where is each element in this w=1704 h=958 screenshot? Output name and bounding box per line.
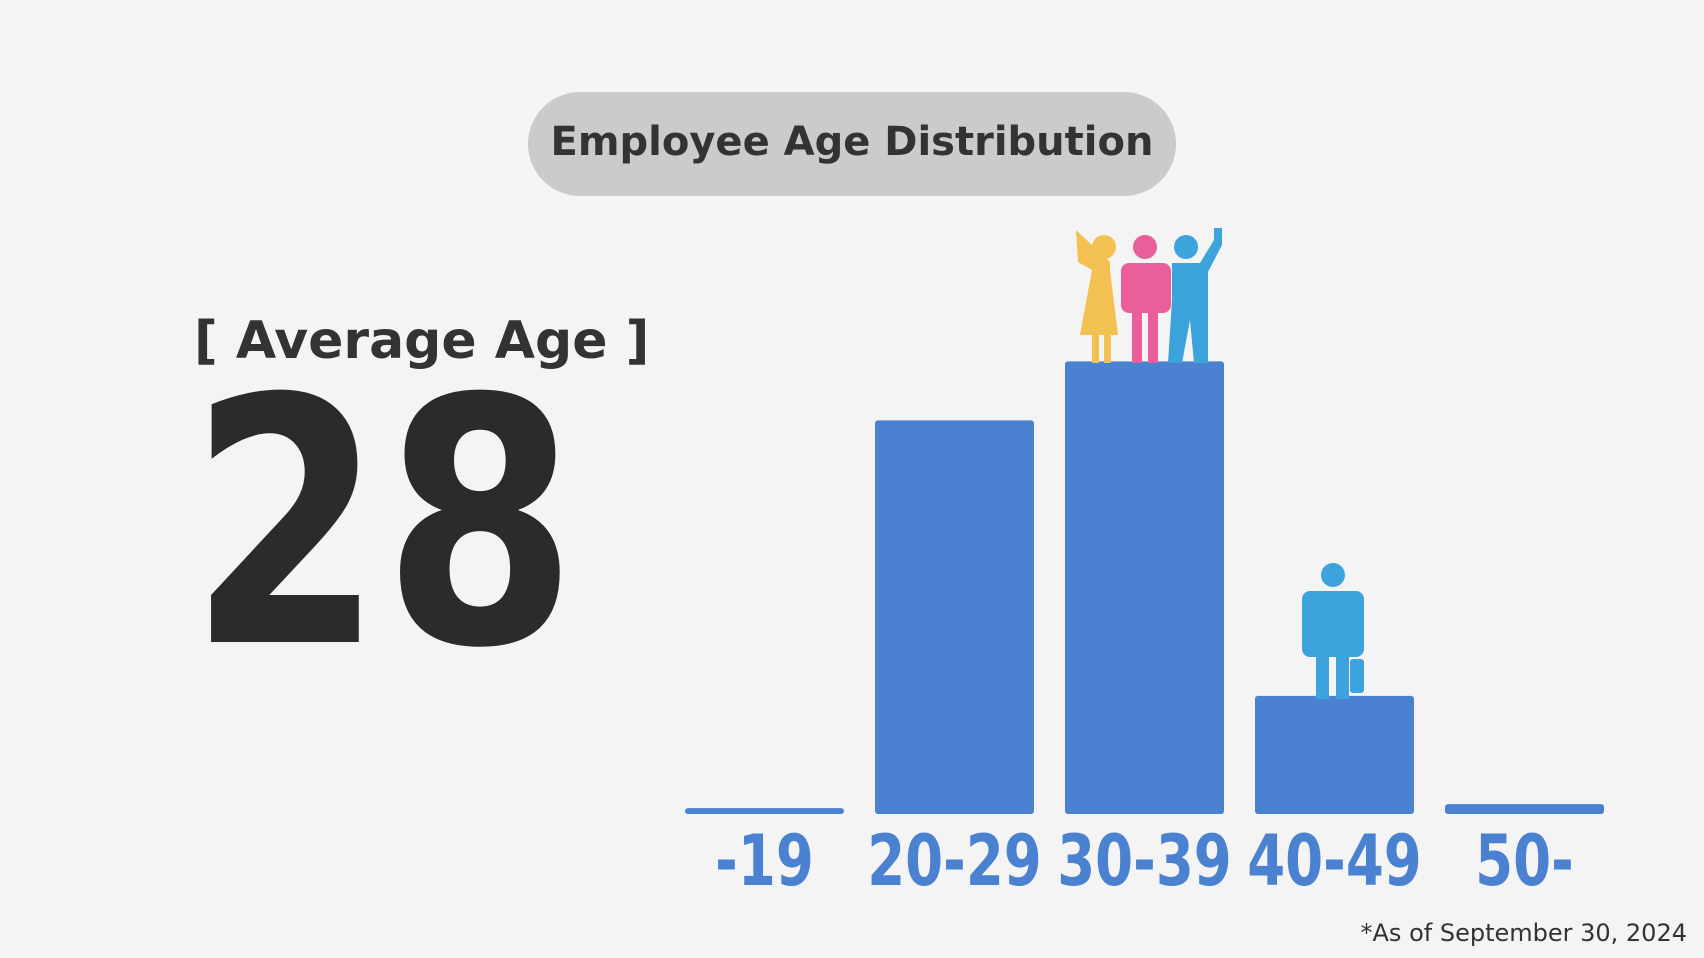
bar — [685, 808, 844, 814]
person-icon — [1302, 563, 1364, 699]
x-label-wrap: 40-49 — [1247, 820, 1422, 901]
summary-label: [ Average Age ] — [194, 311, 649, 371]
x-tick-label: -19 — [715, 820, 814, 901]
chart-title: Employee Age Distribution — [551, 119, 1154, 165]
x-label-wrap: 30-39 — [1057, 820, 1232, 901]
x-label-wrap: -19 — [715, 820, 814, 901]
title-pill — [528, 92, 1176, 196]
bar — [875, 420, 1034, 814]
bar — [1445, 804, 1604, 814]
x-label-wrap: 20-29 — [867, 820, 1042, 901]
people-icon — [1076, 228, 1222, 363]
bar — [1255, 695, 1414, 814]
bar — [1065, 361, 1224, 814]
x-label-wrap: 50- — [1475, 820, 1574, 901]
summary-wrap: 28 — [189, 327, 577, 723]
x-tick-label: 30-39 — [1057, 820, 1232, 901]
x-tick-label: 40-49 — [1247, 820, 1422, 901]
x-tick-label: 50- — [1475, 820, 1574, 901]
footnote: *As of September 30, 2024 — [1361, 919, 1687, 947]
summary-value: 28 — [189, 327, 577, 723]
x-tick-label: 20-29 — [867, 820, 1042, 901]
